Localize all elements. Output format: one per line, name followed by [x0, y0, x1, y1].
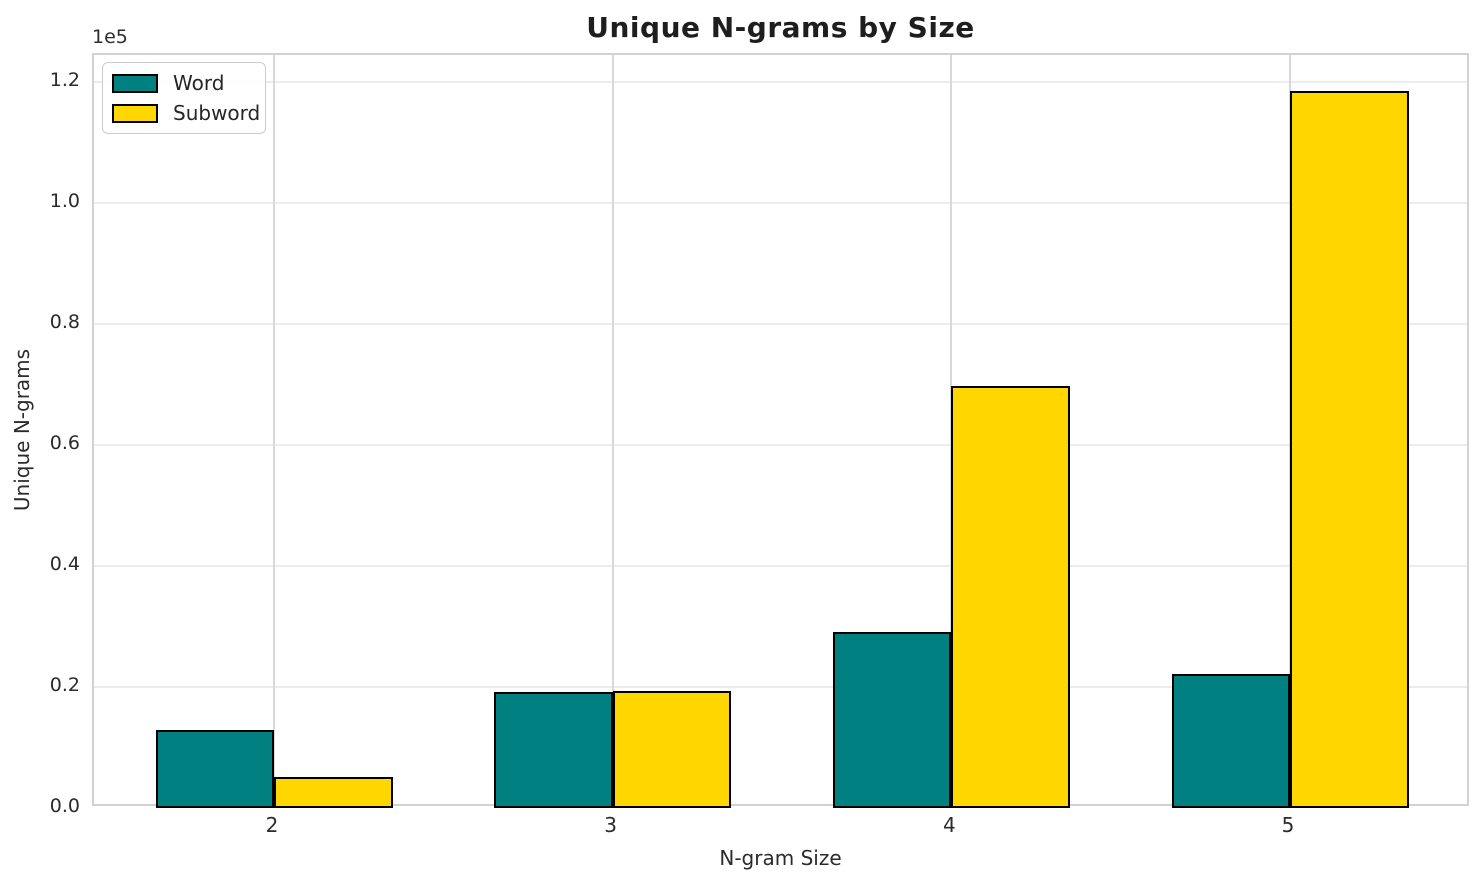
bar-word-3 — [494, 692, 613, 808]
y-axis-label: Unique N-grams — [10, 348, 34, 512]
y-gridline — [94, 443, 1467, 446]
x-tick-label: 3 — [604, 813, 618, 837]
y-gridline — [94, 685, 1467, 688]
legend-item-subword: Subword — [112, 98, 260, 128]
y-gridline — [94, 322, 1467, 325]
x-tick-label: 5 — [1281, 813, 1295, 837]
y-tick-label: 1.0 — [49, 189, 80, 212]
y-gridline — [94, 80, 1467, 83]
legend: Word Subword — [102, 62, 266, 134]
y-tick-label: 0.4 — [49, 552, 80, 575]
chart-title: Unique N-grams by Size — [586, 11, 975, 44]
x-tick-label: 4 — [942, 813, 956, 837]
bar-word-4 — [832, 632, 952, 808]
y-tick-label: 0.2 — [49, 673, 80, 696]
x-gridline — [611, 55, 614, 804]
y-tick-label: 0.8 — [49, 310, 80, 333]
bar-subword-5 — [1290, 90, 1409, 808]
y-tick-label: 0.6 — [49, 431, 80, 454]
legend-item-word: Word — [112, 68, 255, 98]
x-tick-label: 2 — [265, 813, 279, 837]
bar-word-5 — [1171, 674, 1290, 808]
y-gridline — [94, 564, 1467, 567]
bar-word-2 — [155, 729, 274, 808]
x-gridline — [273, 55, 275, 804]
bar-subword-4 — [951, 386, 1070, 808]
plot-area — [92, 53, 1469, 808]
legend-swatch-word — [112, 73, 158, 93]
y-tick-label: 0.0 — [49, 795, 80, 817]
bar-subword-3 — [612, 691, 732, 808]
legend-label: Word — [173, 71, 225, 95]
x-axis-label: N-gram Size — [719, 846, 842, 870]
y-gridline — [94, 201, 1467, 204]
legend-swatch-subword — [112, 103, 158, 123]
legend-label: Subword — [173, 101, 261, 125]
y-axis-scale-offset-label: 1e5 — [92, 26, 128, 48]
y-tick-label: 1.2 — [49, 68, 80, 91]
bar-subword-2 — [274, 777, 393, 808]
